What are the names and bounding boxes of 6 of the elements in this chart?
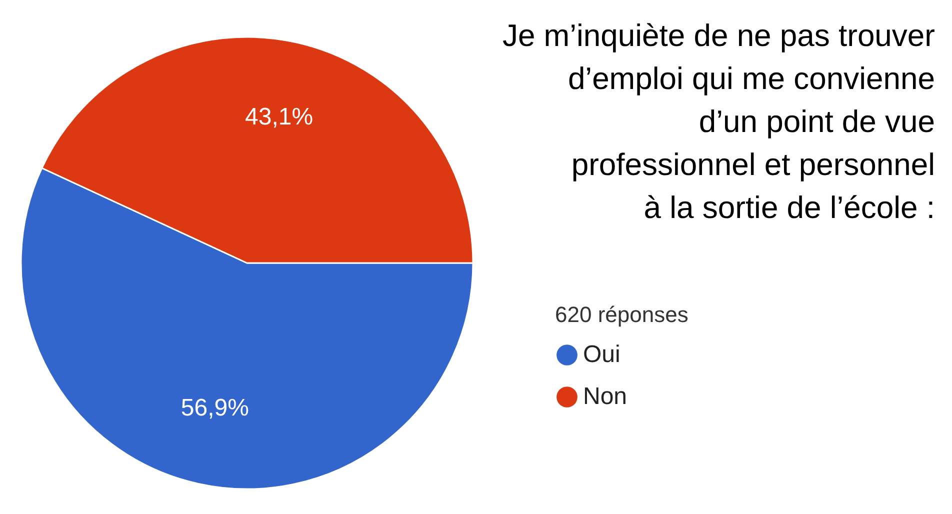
legend-title: 620 réponses [555,302,688,327]
legend-label: Non [583,383,628,410]
text: Je m’inquiète de ne pas trouver d’emploi qui me convienne d’un point de vue professionnel et personnel à la sortie de l’école : [502,18,935,225]
legend-label: Oui [583,341,620,368]
data-label: 43,1% [245,103,314,130]
data-label: 56,9% [180,394,249,422]
